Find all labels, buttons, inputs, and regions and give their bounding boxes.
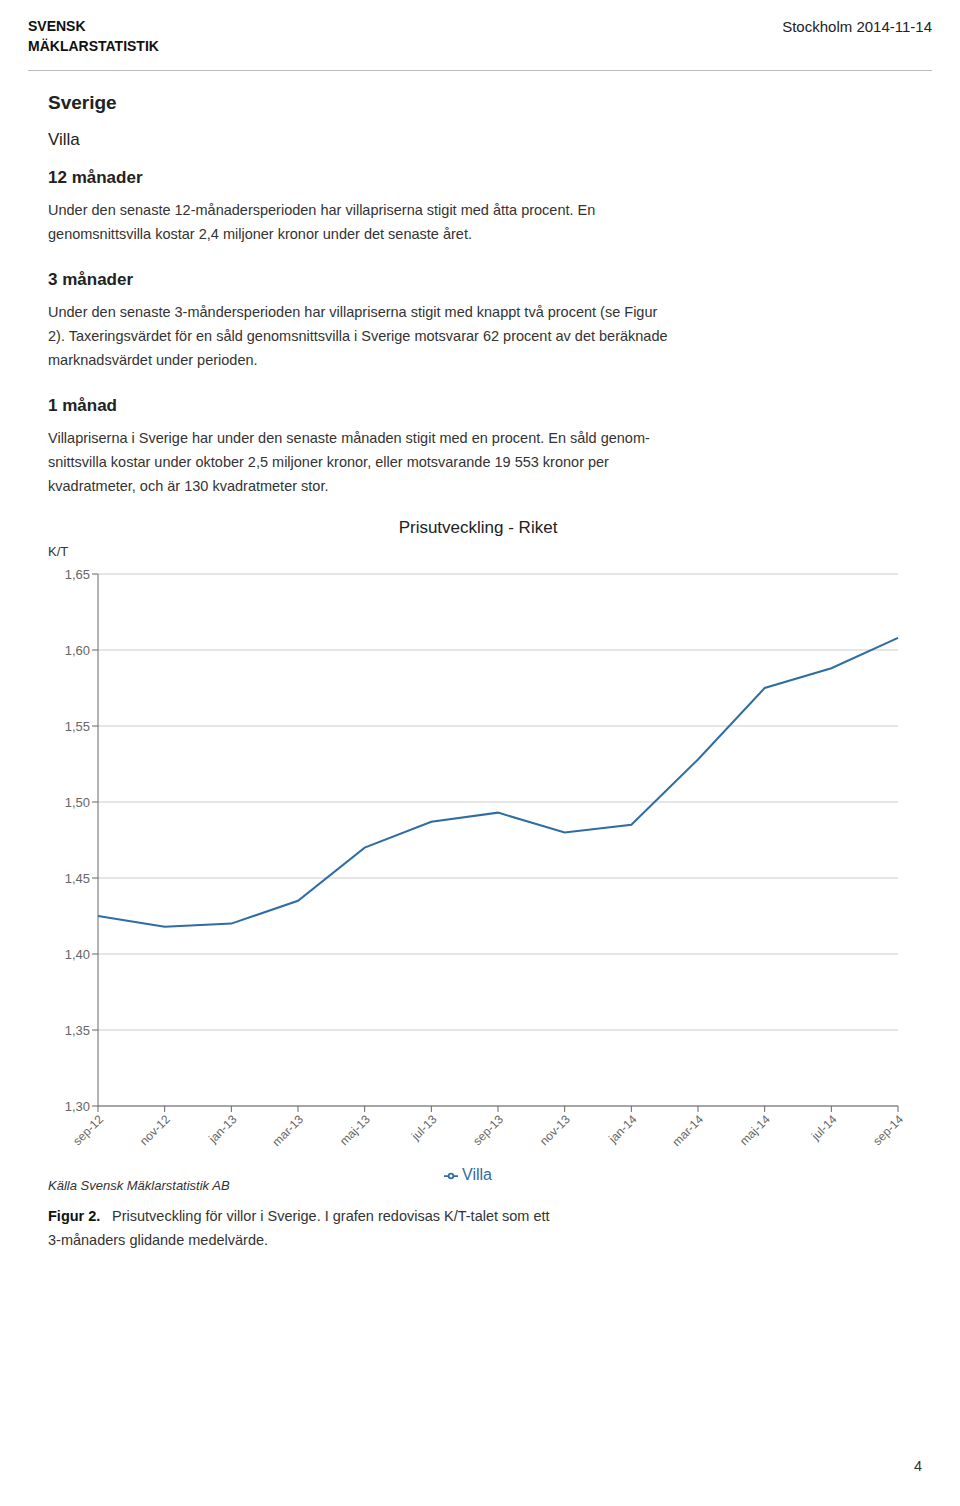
svg-text:jan-13: jan-13 (205, 1112, 239, 1146)
html-text:Prisutveckling för villor i Sv: Prisutveckling för villor i Sverige. I g… (112, 1208, 550, 1224)
svg-text:maj-14: maj-14 (737, 1112, 773, 1148)
html-text:2). Taxeringsvärdet för en sål: 2). Taxeringsvärdet för en såld genomsni… (48, 328, 668, 344)
html-text:snittsvilla kostar under oktob: snittsvilla kostar under oktober 2,5 mil… (48, 454, 609, 470)
svg-text:1,50: 1,50 (65, 795, 90, 810)
html-text:kvadratmeter, och är 130 kvadr: kvadratmeter, och är 130 kvadratmeter st… (48, 478, 329, 494)
svg-text:mar-13: mar-13 (269, 1112, 306, 1149)
html-text:Sverige: Sverige (48, 92, 117, 113)
html-text:1 månad: 1 månad (48, 396, 117, 415)
html-text:Stockholm 2014-11-14: Stockholm 2014-11-14 (782, 18, 932, 35)
html-text:4: 4 (913, 1458, 922, 1474)
svg-text:1,45: 1,45 (65, 871, 90, 886)
html-text:Källa Svensk Mäklarstatistik A: Källa Svensk Mäklarstatistik AB (48, 1178, 230, 1193)
svg-text:1,35: 1,35 (65, 1023, 90, 1038)
svg-text:sep-14: sep-14 (870, 1112, 906, 1148)
html-text:Prisutveckling - Riket: Prisutveckling - Riket (398, 518, 558, 537)
svg-text:sep-13: sep-13 (470, 1112, 506, 1148)
html-text:Under den senaste 12-månadersp: Under den senaste 12-månadersperioden ha… (48, 202, 596, 218)
svg-text:1,60: 1,60 (65, 643, 90, 658)
html-text:Under den senaste 3-måndersper: Under den senaste 3-måndersperioden har … (48, 304, 658, 320)
html-text:K/T: K/T (48, 544, 69, 559)
svg-text:nov-12: nov-12 (137, 1112, 173, 1148)
svg-text:1,40: 1,40 (65, 947, 90, 962)
svg-text:mar-14: mar-14 (669, 1112, 706, 1149)
svg-text:1,65: 1,65 (65, 567, 90, 582)
html-text:SVENSK: SVENSK (28, 18, 86, 34)
svg-text:jul-14: jul-14 (808, 1112, 840, 1144)
html-text:Figur 2.: Figur 2. (48, 1208, 101, 1224)
html-text:Villapriserna i Sverige har un: Villapriserna i Sverige har under den se… (48, 430, 650, 446)
html-text:Villa: Villa (462, 1166, 492, 1183)
svg-text:jul-13: jul-13 (408, 1112, 440, 1144)
html-text:3 månader: 3 månader (48, 270, 133, 289)
svg-text:1,55: 1,55 (65, 719, 90, 734)
html-text:genomsnittsvilla kostar 2,4 mi: genomsnittsvilla kostar 2,4 miljoner kro… (48, 226, 472, 242)
html-text:marknadsvärdet under perioden.: marknadsvärdet under perioden. (48, 352, 258, 368)
svg-text:maj-13: maj-13 (337, 1112, 373, 1148)
html-text:3-månaders glidande medelvärde: 3-månaders glidande medelvärde. (48, 1232, 269, 1248)
html-text:Villa: Villa (48, 130, 80, 149)
svg-text:1,30: 1,30 (65, 1099, 90, 1114)
html-text:MÄKLARSTATISTIK: MÄKLARSTATISTIK (28, 38, 159, 54)
html-text:12 månader: 12 månader (48, 168, 143, 187)
svg-text:sep-12: sep-12 (70, 1112, 106, 1148)
svg-text:jan-14: jan-14 (605, 1112, 639, 1146)
svg-text:nov-13: nov-13 (537, 1112, 573, 1148)
